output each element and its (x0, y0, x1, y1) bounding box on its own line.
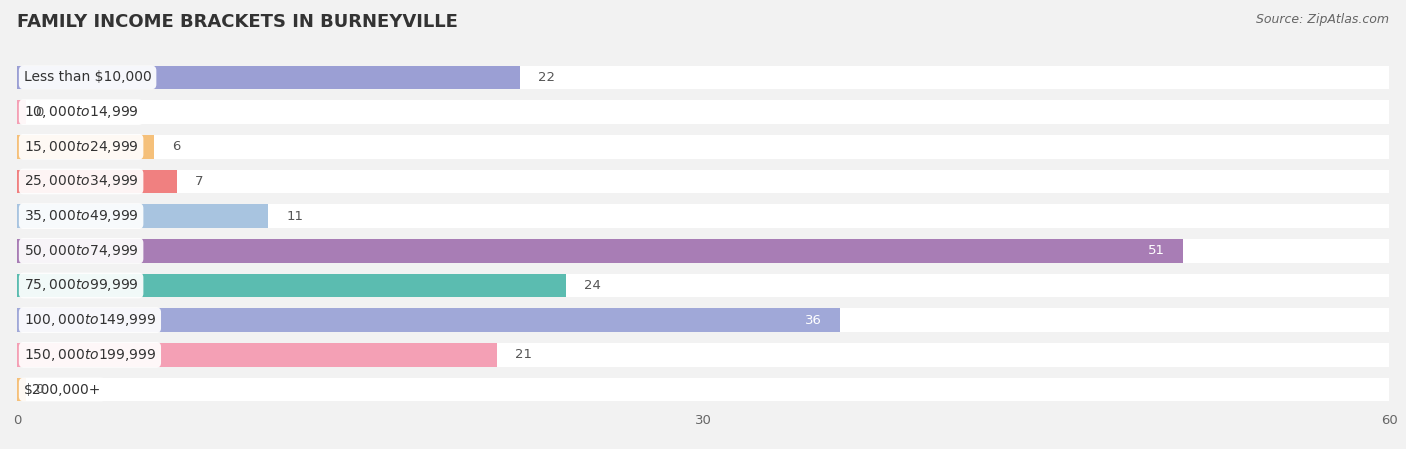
Bar (17, 170, 177, 193)
Bar (17, 343, 498, 367)
Text: 0: 0 (35, 383, 44, 396)
Text: 22: 22 (538, 71, 555, 84)
Bar (17, 204, 269, 228)
Text: $75,000 to $99,999: $75,000 to $99,999 (24, 277, 139, 294)
Bar (17, 343, 1389, 367)
Text: Source: ZipAtlas.com: Source: ZipAtlas.com (1256, 13, 1389, 26)
Text: 51: 51 (1147, 244, 1166, 257)
Bar (17, 308, 841, 332)
Bar (17, 66, 1389, 89)
Text: 7: 7 (195, 175, 204, 188)
Bar (17, 170, 1389, 193)
Text: 6: 6 (173, 140, 181, 153)
Text: $50,000 to $74,999: $50,000 to $74,999 (24, 243, 139, 259)
Text: $35,000 to $49,999: $35,000 to $49,999 (24, 208, 139, 224)
Bar (17, 100, 27, 124)
Bar (17, 66, 520, 89)
Text: FAMILY INCOME BRACKETS IN BURNEYVILLE: FAMILY INCOME BRACKETS IN BURNEYVILLE (17, 13, 458, 31)
Text: $15,000 to $24,999: $15,000 to $24,999 (24, 139, 139, 155)
Text: Less than $10,000: Less than $10,000 (24, 70, 152, 84)
Bar (17, 239, 1184, 263)
Bar (17, 100, 1389, 124)
Bar (17, 135, 155, 158)
Text: 36: 36 (806, 314, 823, 327)
Text: 24: 24 (583, 279, 600, 292)
Text: $200,000+: $200,000+ (24, 383, 101, 396)
Text: $150,000 to $199,999: $150,000 to $199,999 (24, 347, 156, 363)
Text: 21: 21 (516, 348, 533, 361)
Bar (17, 274, 565, 297)
Bar (17, 135, 1389, 158)
Bar (17, 239, 1389, 263)
Text: 11: 11 (287, 210, 304, 223)
Text: $25,000 to $34,999: $25,000 to $34,999 (24, 173, 139, 189)
Bar (17, 378, 1389, 401)
Bar (17, 378, 27, 401)
Bar (17, 274, 1389, 297)
Bar (17, 204, 1389, 228)
Bar (17, 308, 1389, 332)
Text: $10,000 to $14,999: $10,000 to $14,999 (24, 104, 139, 120)
Text: 0: 0 (35, 106, 44, 119)
Text: $100,000 to $149,999: $100,000 to $149,999 (24, 312, 156, 328)
